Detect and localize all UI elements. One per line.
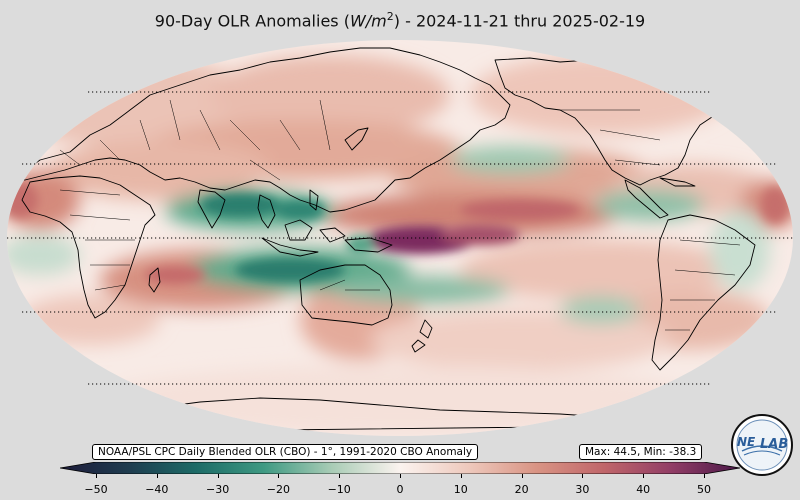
colorbar-tick-mark — [217, 474, 219, 478]
title-prefix: 90-Day OLR Anomalies ( — [154, 11, 350, 31]
colorbar-tick-label: −10 — [327, 483, 351, 496]
colorbar-ticks: −50 −40 −30 −20 −10 0 10 20 30 40 50 — [0, 474, 800, 498]
anomaly-field — [7, 55, 793, 435]
colorbar-tick-label: 40 — [636, 483, 651, 496]
colorbar-tick-label: 30 — [575, 483, 590, 496]
colorbar-tick-mark — [96, 474, 97, 478]
colorbar-tick-label: 50 — [697, 483, 711, 496]
map-panel — [0, 36, 800, 440]
colorbar-fill — [60, 462, 740, 474]
country-borders — [59, 99, 741, 331]
colorbar-tick-mark — [460, 474, 462, 478]
colorbar-tick-label: 10 — [453, 483, 468, 496]
colorbar-tick-label: −40 — [145, 483, 169, 496]
colorbar-tick-mark — [582, 474, 584, 478]
title-unit-exponent: 2 — [386, 10, 394, 23]
colorbar — [60, 462, 740, 474]
colorbar-tick-mark — [278, 474, 280, 478]
colorbar-tick-mark — [704, 474, 705, 478]
colorbar-tick-label: −50 — [84, 483, 108, 496]
colorbar-tick-label: −20 — [266, 483, 290, 496]
colorbar-tick-mark — [643, 474, 645, 478]
colorbar-tick-mark — [400, 474, 401, 478]
colorbar-tick-mark — [339, 474, 341, 478]
colorbar-tick-label: −30 — [205, 483, 230, 496]
colorbar-tick-mark — [521, 474, 523, 478]
olr-anomaly-map — [7, 40, 793, 436]
logo-text-right: LAB — [760, 437, 788, 452]
colorbar-tick-label: 20 — [514, 483, 529, 496]
logo-text-left: NE — [737, 435, 756, 449]
colorbar-tick-label: 0 — [396, 483, 404, 496]
data-source-label: NOAA/PSL CPC Daily Blended OLR (CBO) - 1… — [92, 444, 479, 460]
parallels — [7, 91, 793, 385]
title-unit: W/m — [349, 11, 387, 31]
title-suffix: ) - 2024-11-21 thru 2025-02-19 — [393, 11, 646, 31]
max-min-label: Max: 44.5, Min: -38.3 — [579, 444, 703, 460]
chart-title: 90-Day OLR Anomalies (W/m2) - 2024-11-21… — [0, 10, 800, 30]
colorbar-tick-mark — [156, 474, 158, 478]
nelab-logo: NE LAB — [731, 414, 793, 476]
